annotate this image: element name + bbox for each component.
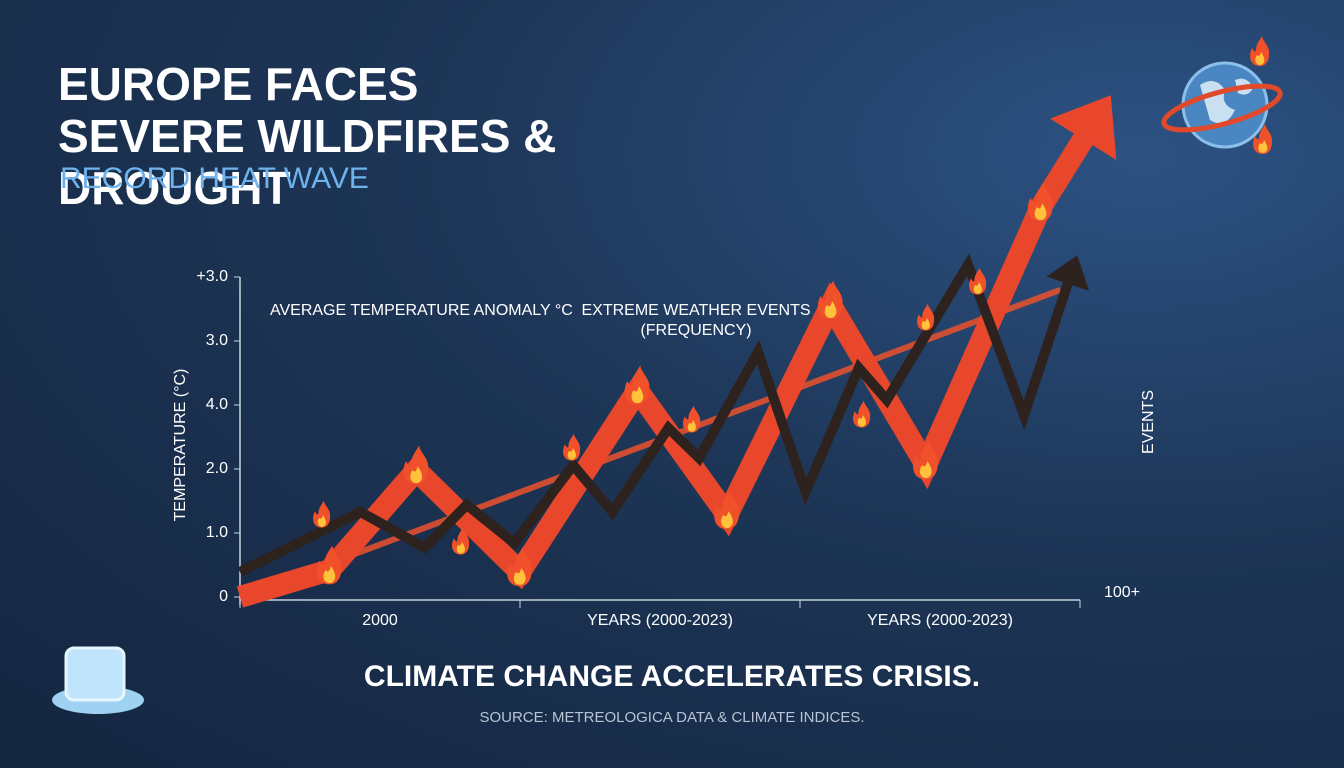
flame-inner	[921, 318, 930, 330]
flame-icon	[683, 405, 701, 433]
flame-inner	[456, 542, 465, 554]
flame-inner	[721, 511, 733, 528]
y2-axis-label: EVENTS	[1140, 390, 1157, 454]
title: EUROPE FACES SEVERE WILDFIRES & DROUGHT	[58, 58, 557, 214]
headline: CLIMATE CHANGE ACCELERATES CRISIS.	[363, 660, 981, 693]
flame-inner	[317, 515, 326, 527]
x-tick-label: 2000	[362, 612, 398, 629]
subtitle: RECORD HEAT WAVE	[60, 162, 369, 195]
flame-outer	[1027, 182, 1053, 222]
flame-inner	[687, 420, 696, 432]
y-tick-label: 1.0	[206, 524, 228, 541]
flame-outer	[624, 365, 650, 405]
x-tick-label: YEARS (2000-2023)	[867, 612, 1013, 629]
flame-icon	[817, 280, 843, 320]
x-tick-label: YEARS (2000-2023)	[587, 612, 733, 629]
events-line	[237, 253, 1076, 577]
temperature-line	[236, 120, 1101, 608]
flame-inner	[1034, 203, 1047, 221]
flame-inner	[410, 466, 423, 484]
flame-icon	[1253, 124, 1273, 154]
flame-inner	[973, 282, 982, 294]
series-label: AVERAGE TEMPERATURE ANOMALY °C	[270, 302, 573, 319]
flame-inner	[919, 461, 932, 479]
ice-icon	[52, 646, 144, 714]
globe-icon	[1161, 61, 1283, 149]
flame-outer	[452, 527, 470, 555]
y2-note: 100+	[1104, 584, 1140, 601]
arrow-head	[1046, 255, 1090, 291]
flame-outer	[714, 490, 740, 530]
flame-outer	[913, 440, 938, 480]
flame-icon	[452, 527, 470, 555]
y-axis-label: TEMPERATURE (°C)	[172, 369, 189, 522]
flame-icon	[1027, 182, 1053, 222]
series-label: EXTREME WEATHER EVENTS (FREQUENCY)	[581, 302, 810, 339]
flame-inner	[567, 448, 576, 460]
arrow-head	[1050, 95, 1117, 161]
y-tick-label: 2.0	[206, 460, 228, 477]
flame-icon	[563, 433, 581, 461]
flame-outer	[507, 547, 532, 587]
flame-icon	[316, 545, 342, 585]
flame-icon	[313, 500, 331, 528]
flame-outer	[817, 280, 843, 320]
flame-outer	[316, 545, 342, 585]
flame-outer	[403, 445, 429, 485]
flame-icon	[714, 490, 740, 530]
flame-icon	[507, 547, 532, 587]
flame-inner	[631, 386, 644, 404]
flame-outer	[683, 405, 701, 433]
flame-inner	[1255, 52, 1265, 65]
flame-outer	[313, 500, 331, 528]
flame-inner	[824, 301, 837, 319]
y-tick-label: 3.0	[206, 332, 228, 349]
flame-outer	[563, 433, 581, 461]
flame-icon	[913, 440, 938, 480]
flame-icon	[403, 445, 429, 485]
y-tick-label: 0	[219, 588, 228, 605]
flame-icon	[624, 365, 650, 405]
flame-icon	[853, 400, 871, 428]
source: SOURCE: METREOLOGICA DATA & CLIMATE INDI…	[479, 709, 865, 726]
flame-icon	[969, 267, 987, 295]
flame-icon	[1250, 36, 1270, 66]
flame-inner	[323, 566, 336, 584]
flame-icon	[917, 303, 935, 331]
flame-outer	[1250, 36, 1270, 66]
flame-outer	[853, 400, 871, 428]
flame-outer	[969, 267, 987, 295]
flame-inner	[857, 415, 866, 427]
y-tick-label: +3.0	[196, 268, 228, 285]
flame-outer	[1253, 124, 1273, 154]
flame-inner	[513, 568, 526, 585]
flame-inner	[1258, 140, 1268, 153]
flame-outer	[917, 303, 935, 331]
y-tick-label: 4.0	[206, 396, 228, 413]
